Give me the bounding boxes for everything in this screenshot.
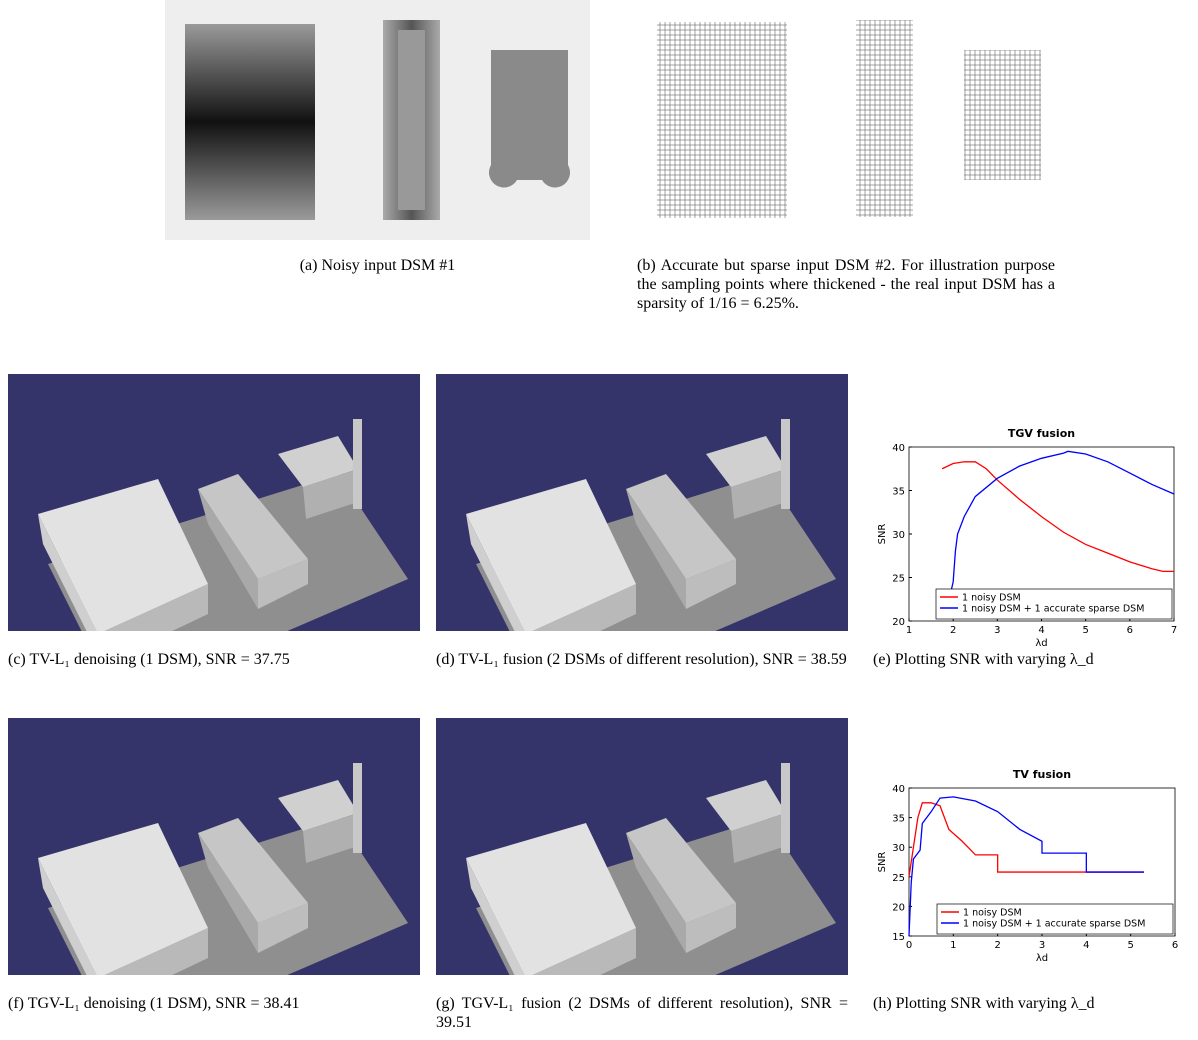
x-tick-label: 1	[906, 625, 912, 636]
x-tick-label: 6	[1172, 940, 1178, 951]
legend-box	[935, 588, 1173, 620]
caption: (c) TV-L₁ denoising (1 DSM), SNR = 37.75	[8, 651, 290, 668]
x-tick-label: 2	[950, 625, 956, 636]
y-tick-label: 40	[892, 784, 905, 795]
panel-g-image	[436, 718, 848, 975]
x-tick-label: 5	[1082, 625, 1088, 636]
panel-b-image	[657, 20, 1041, 218]
y-tick-label: 35	[892, 814, 905, 825]
caption: (f) TGV-L₁ denoising (1 DSM), SNR = 38.4…	[8, 995, 300, 1012]
series-line	[908, 802, 1144, 877]
x-tick-label: 2	[994, 940, 1000, 951]
caption: (a) Noisy input DSM #1	[299, 257, 456, 274]
series-line	[941, 461, 1174, 573]
x-tick-label: 4	[1038, 625, 1044, 636]
caption: (e) Plotting SNR with varying λ_d	[873, 651, 1094, 668]
y-tick-label: 15	[892, 932, 905, 943]
y-tick-label: 25	[892, 574, 905, 585]
caption: (b) Accurate but sparse input DSM #2. Fo…	[637, 257, 1055, 312]
legend-label: 1 noisy DSM + 1 accurate sparse DSM	[962, 604, 1144, 615]
y-tick-label: 25	[892, 873, 905, 884]
y-tick-label: 20	[892, 617, 905, 628]
x-tick-label: 1	[950, 940, 956, 951]
series-line	[908, 796, 1144, 937]
y-tick-label: 30	[892, 843, 905, 854]
panel-a-image	[165, 0, 590, 240]
legend-label: 1 noisy DSM + 1 accurate sparse DSM	[963, 919, 1145, 930]
x-tick-label: 7	[1171, 625, 1177, 636]
y-tick-label: 35	[892, 487, 905, 498]
y-tick-label: 40	[892, 443, 905, 454]
x-tick-label: 3	[994, 625, 1000, 636]
series-line	[942, 450, 1175, 602]
panel-f-image	[8, 718, 420, 975]
x-axis-label: λd	[1035, 638, 1047, 649]
legend-label: 1 noisy DSM	[963, 908, 1022, 919]
y-axis-label: SNR	[877, 524, 888, 545]
y-tick-label: 20	[892, 902, 905, 913]
legend-box	[936, 903, 1174, 935]
caption: (g) TGV-L₁ fusion (2 DSMs of different r…	[436, 995, 848, 1031]
x-tick-label: 6	[1127, 625, 1133, 636]
x-tick-label: 0	[906, 940, 912, 951]
y-tick-label: 30	[892, 530, 905, 541]
chart-title: TV fusion	[1013, 768, 1071, 781]
x-tick-label: 5	[1127, 940, 1133, 951]
caption: (h) Plotting SNR with varying λ_d	[873, 995, 1095, 1012]
legend-label: 1 noisy DSM	[962, 593, 1021, 604]
y-axis-label: SNR	[877, 852, 888, 873]
chart-title: TGV fusion	[1008, 427, 1075, 440]
caption: (d) TV-L₁ fusion (2 DSMs of different re…	[436, 651, 847, 668]
x-axis-label: λd	[1036, 953, 1048, 964]
x-tick-label: 4	[1083, 940, 1089, 951]
x-tick-label: 3	[1039, 940, 1045, 951]
